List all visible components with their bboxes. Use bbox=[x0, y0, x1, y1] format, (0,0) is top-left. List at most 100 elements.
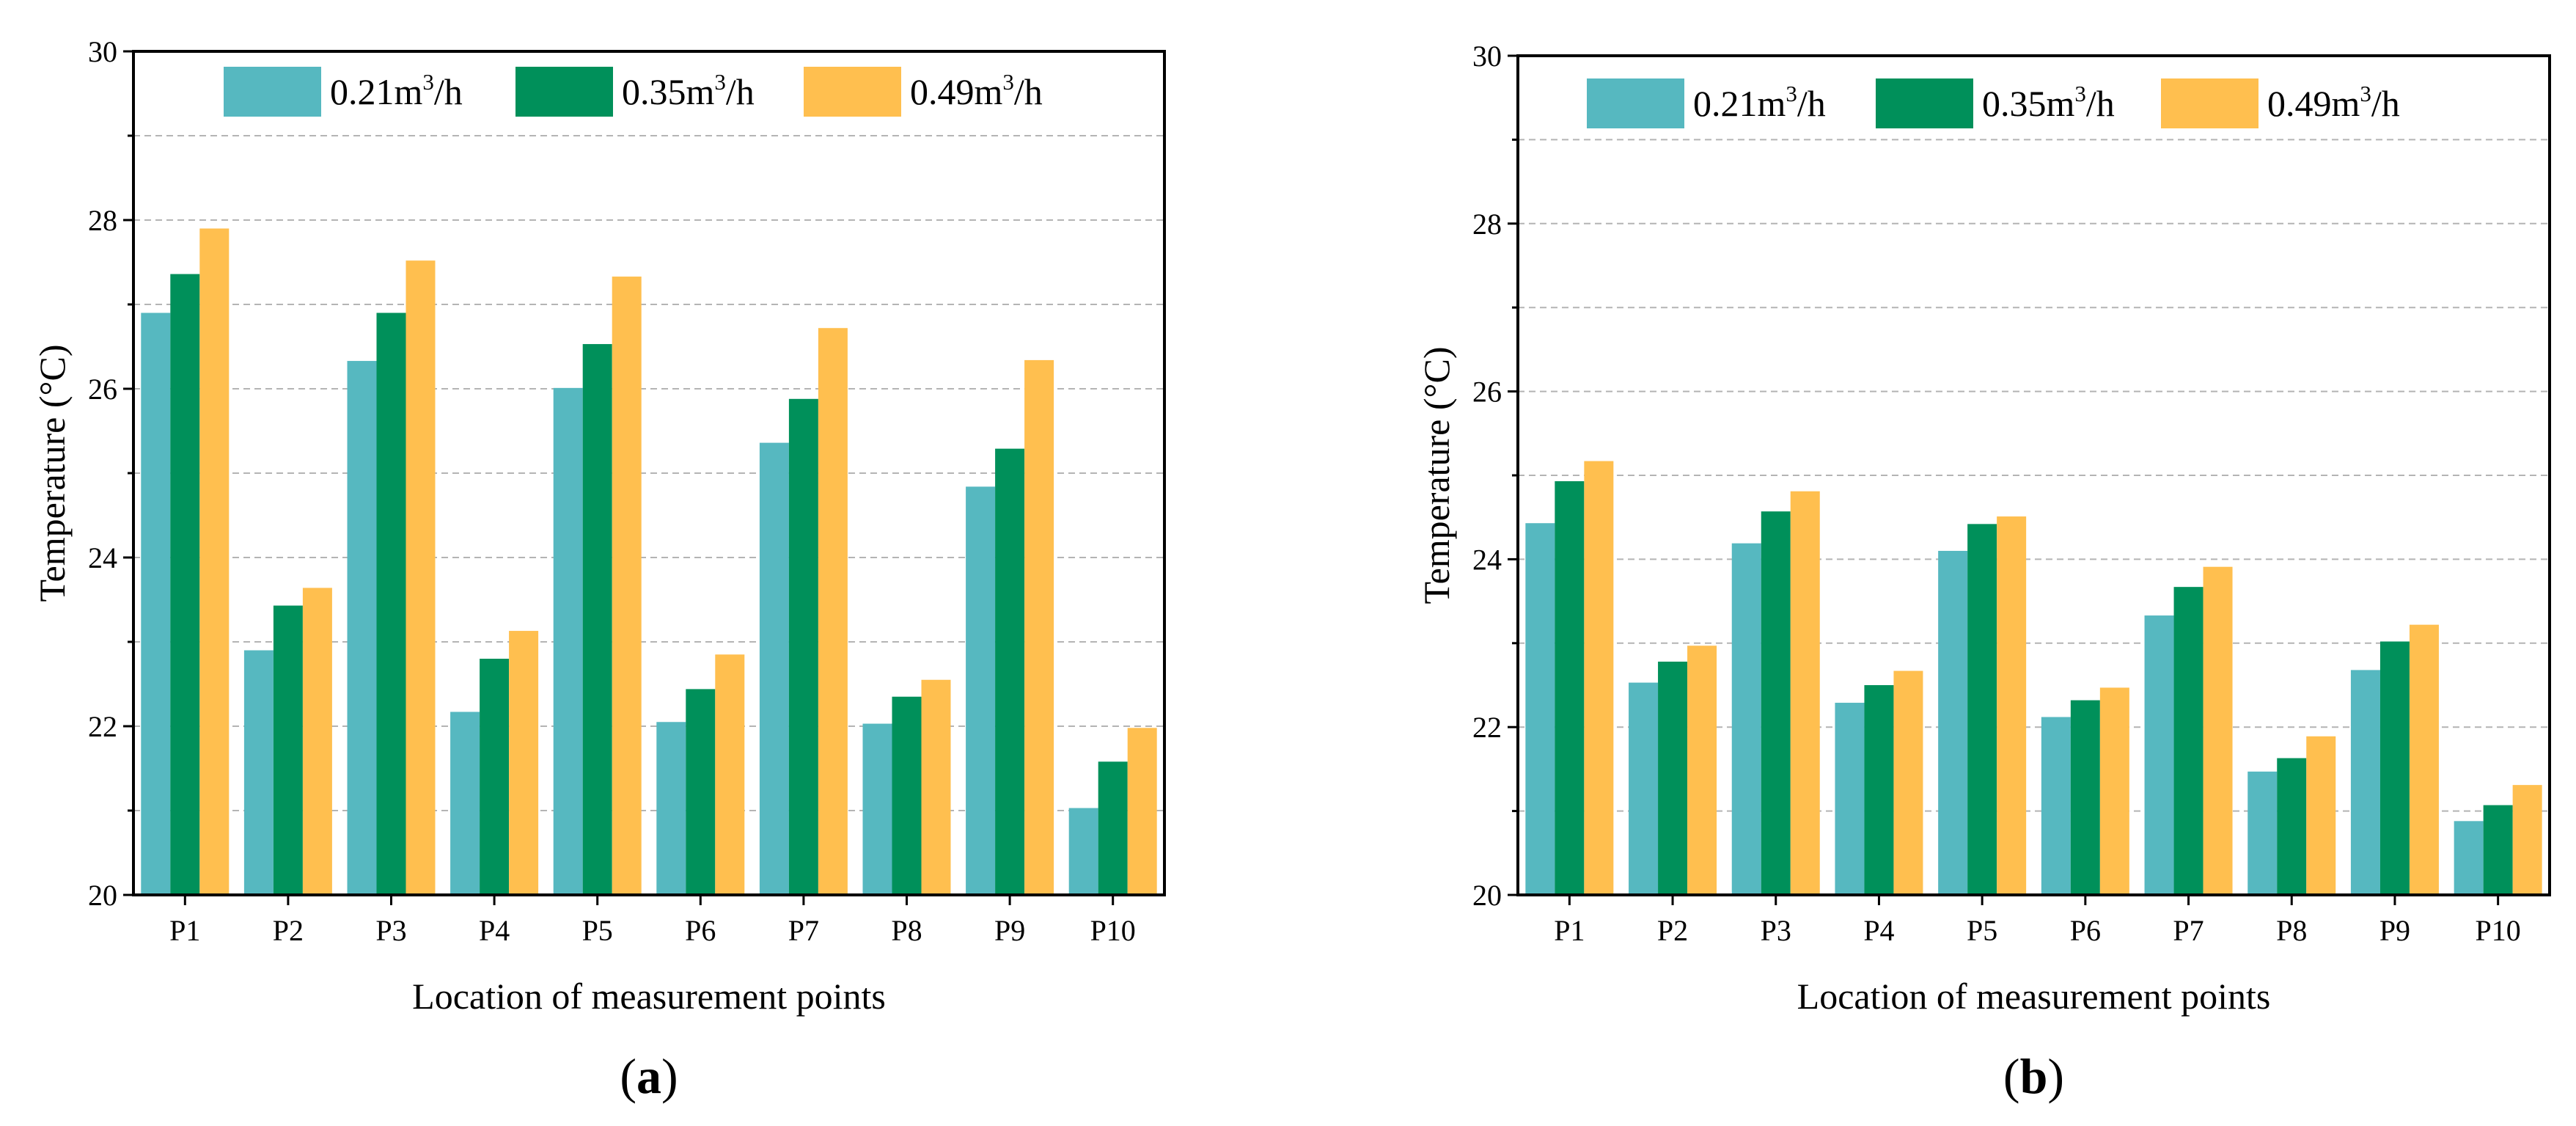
bar-p6-series-2 bbox=[686, 689, 716, 895]
x-tick-label-p10: P10 bbox=[1090, 914, 1136, 947]
bar-p7-series-2 bbox=[2173, 587, 2203, 895]
bar-p1-series-2 bbox=[170, 274, 200, 896]
bar-p4-series-3 bbox=[509, 631, 539, 895]
bar-p10-series-2 bbox=[1098, 761, 1128, 895]
panel-label-paren-close: ) bbox=[661, 1048, 678, 1104]
legend-label-superscript: 3 bbox=[1786, 81, 1797, 106]
panel-label-b: (b) bbox=[2003, 1048, 2064, 1104]
bar-p3-series-2 bbox=[1761, 511, 1791, 895]
legend-label-series-1: 0.21m3/h bbox=[330, 69, 463, 112]
bar-p9-series-1 bbox=[2350, 670, 2380, 895]
bar-p3-series-1 bbox=[1731, 543, 1761, 895]
panel-label-paren-open: ( bbox=[2003, 1048, 2020, 1104]
bar-p10-series-3 bbox=[2512, 785, 2542, 895]
y-axis-title: Temperature (°C) bbox=[1416, 346, 1457, 604]
x-tick-label-p9: P9 bbox=[2379, 914, 2410, 947]
y-tick-label: 24 bbox=[1472, 543, 1502, 576]
bar-p1-series-1 bbox=[1525, 523, 1555, 895]
x-axis-title: Location of measurement points bbox=[1797, 976, 2271, 1017]
bar-p6-series-1 bbox=[656, 722, 686, 895]
bar-p2-series-3 bbox=[302, 588, 332, 895]
bar-p8-series-3 bbox=[921, 679, 951, 895]
x-tick-label-p3: P3 bbox=[375, 914, 406, 947]
y-tick-label: 26 bbox=[1472, 376, 1502, 409]
legend-label-unit: /h bbox=[434, 71, 463, 112]
bar-p3-series-1 bbox=[347, 361, 377, 895]
legend-label-superscript: 3 bbox=[2360, 81, 2371, 106]
bar-p3-series-3 bbox=[406, 260, 436, 895]
legend-swatch-series-3 bbox=[2161, 78, 2258, 128]
legend-label-unit: /h bbox=[2086, 83, 2115, 124]
y-tick-label: 30 bbox=[88, 35, 117, 68]
legend-swatch-series-1 bbox=[1587, 78, 1684, 128]
bar-p9-series-1 bbox=[966, 486, 996, 895]
x-axis-title: Location of measurement points bbox=[412, 976, 886, 1017]
x-tick-label-p1: P1 bbox=[169, 914, 200, 947]
bar-p8-series-2 bbox=[2277, 758, 2307, 895]
bar-p10-series-1 bbox=[1068, 808, 1098, 895]
y-tick-label: 30 bbox=[1472, 40, 1502, 73]
y-tick-label: 20 bbox=[1472, 879, 1502, 912]
bar-p6-series-2 bbox=[2070, 700, 2100, 895]
bar-p7-series-1 bbox=[759, 442, 789, 895]
y-tick-label: 28 bbox=[88, 204, 117, 237]
chart-panel-b: 20 22 24 26 28 30 P1 P2 P3 P4 P5 P6 P7 P8 P9 P10 Locatio… bbox=[1416, 40, 2551, 1104]
bar-p6-series-3 bbox=[715, 654, 745, 895]
y-tick-label: 28 bbox=[1472, 208, 1502, 241]
bar-p2-series-2 bbox=[1658, 661, 1688, 895]
bar-p3-series-2 bbox=[376, 312, 406, 895]
legend-label-main: 0.49m bbox=[2267, 83, 2360, 124]
bar-p2-series-1 bbox=[1629, 682, 1659, 895]
legend-label-series-1: 0.21m3/h bbox=[1693, 81, 1826, 124]
panel-label-letter: a bbox=[636, 1048, 661, 1104]
bar-p1-series-1 bbox=[141, 312, 171, 895]
bar-p8-series-1 bbox=[862, 723, 892, 895]
legend-label-series-3: 0.49m3/h bbox=[2267, 81, 2400, 124]
y-axis-title: Temperature (°C) bbox=[32, 344, 73, 602]
legend-label-superscript: 3 bbox=[1002, 69, 1014, 95]
legend-label-unit: /h bbox=[2371, 83, 2400, 124]
bar-p7-series-3 bbox=[818, 328, 848, 895]
legend-label-series-2: 0.35m3/h bbox=[622, 69, 755, 112]
bar-p7-series-1 bbox=[2144, 615, 2174, 895]
bar-p10-series-2 bbox=[2483, 805, 2513, 895]
x-tick-label-p8: P8 bbox=[891, 914, 922, 947]
bar-p4-series-2 bbox=[480, 659, 510, 895]
legend-swatch-series-2 bbox=[1876, 78, 1973, 128]
y-tick-label: 22 bbox=[1472, 711, 1502, 744]
bar-p7-series-3 bbox=[2203, 566, 2233, 895]
x-tick-label-p2: P2 bbox=[1657, 914, 1688, 947]
bar-p8-series-3 bbox=[2306, 736, 2336, 895]
bar-p9-series-2 bbox=[995, 448, 1025, 895]
bar-p4-series-3 bbox=[1893, 670, 1923, 895]
legend-label-superscript: 3 bbox=[2074, 81, 2086, 106]
x-tick-label-p7: P7 bbox=[2173, 914, 2203, 947]
x-tick-label-p6: P6 bbox=[2070, 914, 2101, 947]
legend-label-series-2: 0.35m3/h bbox=[1982, 81, 2115, 124]
y-tick-label: 20 bbox=[88, 879, 117, 912]
legend-swatch-series-2 bbox=[515, 67, 613, 117]
bar-p8-series-2 bbox=[892, 696, 922, 895]
bar-p1-series-2 bbox=[1555, 481, 1585, 895]
x-tick-label-p5: P5 bbox=[582, 914, 613, 947]
y-tick-label: 26 bbox=[88, 373, 117, 406]
bar-p5-series-1 bbox=[1938, 550, 1968, 895]
legend-label-superscript: 3 bbox=[714, 69, 726, 95]
legend-swatch-series-1 bbox=[224, 67, 321, 117]
panel-label-letter: b bbox=[2020, 1048, 2048, 1104]
legend-label-unit: /h bbox=[1014, 71, 1043, 112]
x-tick-label-p8: P8 bbox=[2276, 914, 2307, 947]
bar-p9-series-2 bbox=[2379, 641, 2410, 895]
legend-label-main: 0.21m bbox=[1693, 83, 1786, 124]
bar-p4-series-2 bbox=[1864, 685, 1894, 895]
legend-label-unit: /h bbox=[1797, 83, 1826, 124]
bar-p8-series-1 bbox=[2247, 771, 2278, 895]
x-tick-label-p7: P7 bbox=[788, 914, 819, 947]
y-tick-label: 24 bbox=[88, 541, 117, 574]
bar-p2-series-1 bbox=[243, 650, 274, 895]
panel-label-paren-close: ) bbox=[2047, 1048, 2064, 1104]
bar-p4-series-1 bbox=[1835, 703, 1865, 895]
chart-panel-a: 20 22 24 26 28 30 P1 P2 P3 P4 P5 P6 P7 P8 P9 P10 Locatio… bbox=[32, 35, 1166, 1104]
bar-p6-series-1 bbox=[2041, 717, 2071, 895]
